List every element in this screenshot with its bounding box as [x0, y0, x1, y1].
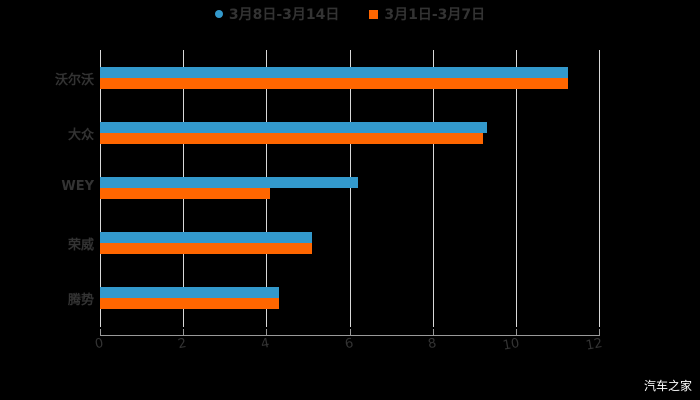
- gridline: [350, 50, 351, 327]
- x-tick-label: 4: [259, 336, 271, 353]
- x-tick-label: 10: [501, 336, 521, 354]
- bar-series-2[interactable]: [100, 298, 279, 309]
- bar-series-1[interactable]: [100, 67, 568, 78]
- legend-item-series-2[interactable]: 3月1日-3月7日: [369, 4, 485, 24]
- x-tick-label: 6: [343, 336, 355, 353]
- axis-tick: [100, 329, 101, 335]
- x-tick-label: 12: [584, 336, 604, 354]
- x-tick-label: 2: [176, 336, 188, 353]
- bar-series-2[interactable]: [100, 188, 270, 199]
- bar-series-2[interactable]: [100, 133, 483, 144]
- x-tick-label: 0: [93, 336, 105, 353]
- axis-tick: [433, 329, 434, 335]
- category-label: WEY: [61, 179, 94, 194]
- gridline: [599, 50, 600, 327]
- chart-legend: 3月8日-3月14日 3月1日-3月7日: [0, 4, 700, 24]
- watermark: 汽车之家: [643, 379, 692, 393]
- legend-square-icon: [369, 9, 379, 19]
- bar-series-1[interactable]: [100, 287, 279, 298]
- gridline: [516, 50, 517, 327]
- gridline: [433, 50, 434, 327]
- axis-tick: [183, 329, 184, 335]
- axis-tick: [599, 329, 600, 335]
- legend-item-series-1[interactable]: 3月8日-3月14日: [214, 4, 340, 24]
- legend-label: 3月1日-3月7日: [384, 7, 486, 23]
- x-axis-line: [100, 335, 600, 336]
- bar-series-1[interactable]: [100, 177, 358, 188]
- bar-series-1[interactable]: [100, 232, 312, 243]
- bar-series-2[interactable]: [100, 243, 312, 254]
- axis-tick: [266, 329, 267, 335]
- bar-series-1[interactable]: [100, 122, 487, 133]
- category-label: 荣威: [67, 238, 94, 253]
- axis-tick: [350, 329, 351, 335]
- legend-circle-icon: [214, 10, 223, 18]
- bar-series-2[interactable]: [100, 78, 568, 89]
- category-label: 沃尔沃: [54, 73, 94, 88]
- x-tick-label: 8: [426, 336, 438, 353]
- category-label: 大众: [67, 128, 94, 143]
- axis-tick: [516, 329, 517, 335]
- legend-label: 3月8日-3月14日: [228, 7, 340, 23]
- category-label: 腾势: [67, 293, 94, 308]
